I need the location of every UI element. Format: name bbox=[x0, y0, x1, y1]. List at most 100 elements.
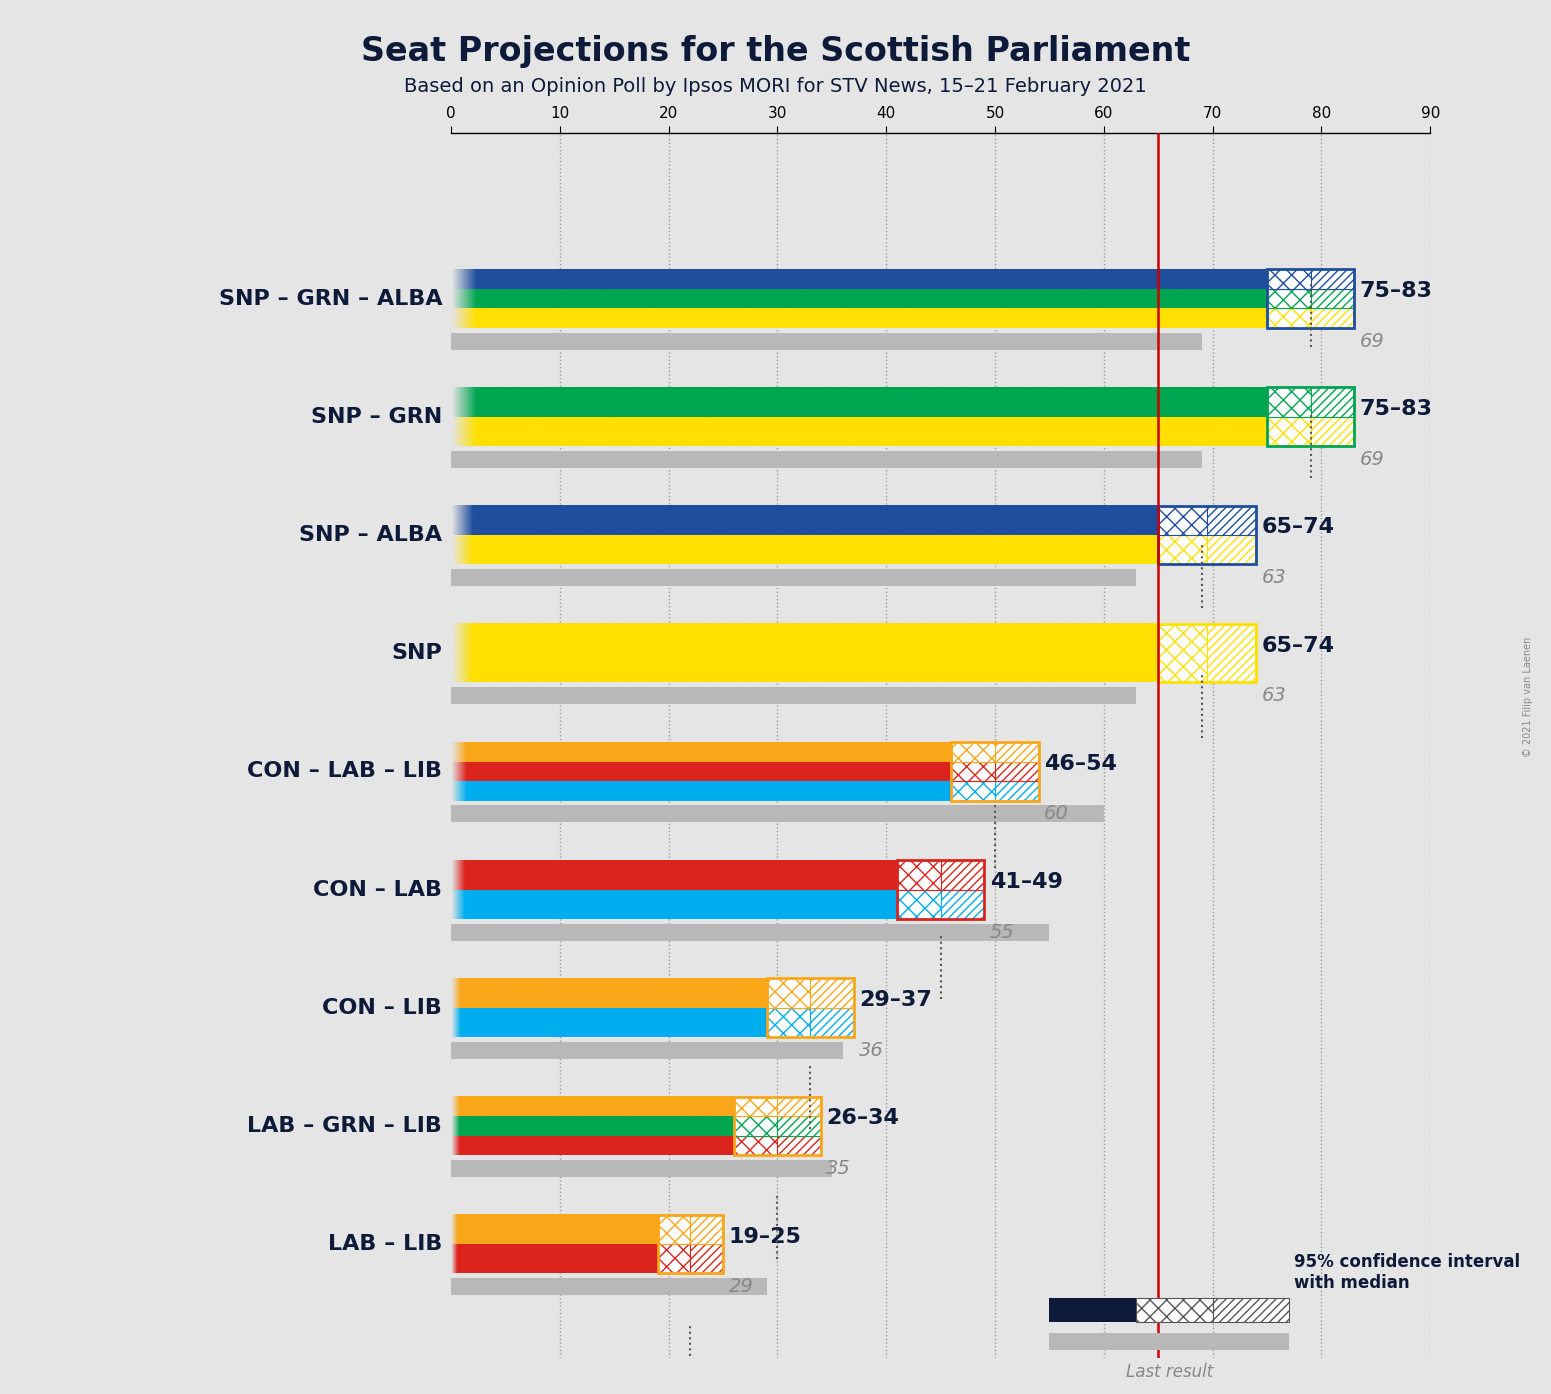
Bar bbox=[451, 569, 1137, 585]
Bar bbox=[658, 1214, 723, 1273]
Bar bbox=[1267, 269, 1354, 328]
Bar bbox=[1159, 625, 1256, 683]
Bar bbox=[1159, 535, 1207, 565]
Bar bbox=[896, 889, 940, 919]
Text: 19–25: 19–25 bbox=[729, 1227, 802, 1246]
Bar bbox=[1159, 625, 1256, 683]
Bar bbox=[658, 1214, 723, 1273]
Bar bbox=[1050, 1333, 1289, 1349]
Bar bbox=[451, 333, 1202, 350]
Bar bbox=[1311, 388, 1354, 417]
Bar bbox=[1267, 308, 1311, 328]
Text: 69: 69 bbox=[1360, 450, 1385, 468]
Text: 65–74: 65–74 bbox=[1261, 517, 1334, 538]
Bar bbox=[734, 1097, 777, 1117]
Text: 55: 55 bbox=[990, 923, 1014, 941]
Bar bbox=[1137, 1298, 1213, 1322]
Text: SNP – ALBA: SNP – ALBA bbox=[299, 526, 442, 545]
Bar bbox=[1207, 625, 1256, 683]
Text: 26–34: 26–34 bbox=[827, 1108, 900, 1128]
Bar bbox=[940, 889, 985, 919]
Bar bbox=[1267, 417, 1311, 446]
Bar bbox=[766, 979, 853, 1037]
Bar bbox=[1267, 388, 1354, 446]
Text: © 2021 Filip van Laenen: © 2021 Filip van Laenen bbox=[1523, 637, 1532, 757]
Text: SNP – GRN – ALBA: SNP – GRN – ALBA bbox=[219, 289, 442, 308]
Bar bbox=[658, 1214, 690, 1243]
Bar bbox=[1267, 269, 1311, 289]
Text: 60: 60 bbox=[1044, 804, 1069, 824]
Bar bbox=[451, 1160, 831, 1177]
Text: 35: 35 bbox=[827, 1158, 851, 1178]
Bar bbox=[777, 1097, 820, 1117]
Text: Seat Projections for the Scottish Parliament: Seat Projections for the Scottish Parlia… bbox=[361, 35, 1190, 68]
Text: Last result: Last result bbox=[1126, 1363, 1213, 1380]
Bar bbox=[1159, 506, 1207, 535]
Text: 29: 29 bbox=[729, 1277, 754, 1296]
Bar bbox=[1311, 417, 1354, 446]
Bar bbox=[1311, 289, 1354, 308]
Bar bbox=[777, 1117, 820, 1136]
Bar bbox=[1311, 269, 1354, 289]
Bar bbox=[996, 742, 1039, 761]
Text: SNP – GRN: SNP – GRN bbox=[312, 407, 442, 427]
Text: 75–83: 75–83 bbox=[1360, 399, 1433, 420]
Bar bbox=[1050, 1298, 1137, 1322]
Bar bbox=[1159, 506, 1256, 565]
Text: LAB – LIB: LAB – LIB bbox=[327, 1234, 442, 1255]
Bar bbox=[777, 1136, 820, 1156]
Bar bbox=[996, 761, 1039, 781]
Text: LAB – GRN – LIB: LAB – GRN – LIB bbox=[247, 1117, 442, 1136]
Text: 63: 63 bbox=[1261, 567, 1286, 587]
Bar bbox=[1213, 1298, 1289, 1322]
Bar bbox=[658, 1243, 690, 1273]
Bar bbox=[951, 742, 996, 761]
Bar bbox=[451, 687, 1137, 704]
Bar bbox=[451, 924, 1050, 941]
Text: 69: 69 bbox=[1360, 332, 1385, 351]
Bar bbox=[451, 1278, 766, 1295]
Bar bbox=[1207, 535, 1256, 565]
Text: CON – LIB: CON – LIB bbox=[323, 998, 442, 1018]
Bar bbox=[896, 860, 940, 889]
Bar bbox=[940, 860, 985, 889]
Text: 95% confidence interval
with median: 95% confidence interval with median bbox=[1294, 1253, 1520, 1292]
Text: SNP: SNP bbox=[391, 643, 442, 664]
Text: 63: 63 bbox=[1261, 686, 1286, 705]
Text: 65–74: 65–74 bbox=[1261, 636, 1334, 655]
Bar bbox=[951, 742, 1039, 800]
Text: 46–54: 46–54 bbox=[1044, 754, 1117, 774]
Text: CON – LAB: CON – LAB bbox=[313, 880, 442, 899]
Bar bbox=[451, 450, 1202, 468]
Bar bbox=[734, 1117, 777, 1136]
Text: CON – LAB – LIB: CON – LAB – LIB bbox=[247, 761, 442, 782]
Bar bbox=[1207, 506, 1256, 535]
Bar bbox=[766, 979, 810, 1008]
Bar bbox=[951, 742, 1039, 800]
Text: 36: 36 bbox=[859, 1041, 884, 1059]
Bar bbox=[1267, 289, 1311, 308]
Text: 75–83: 75–83 bbox=[1360, 282, 1433, 301]
Text: 29–37: 29–37 bbox=[859, 990, 932, 1011]
Bar bbox=[1267, 388, 1354, 446]
Bar bbox=[690, 1214, 723, 1243]
Bar bbox=[1159, 506, 1256, 565]
Bar bbox=[1267, 269, 1354, 328]
Bar bbox=[810, 979, 853, 1008]
Bar bbox=[734, 1136, 777, 1156]
Bar bbox=[451, 1041, 842, 1059]
Bar bbox=[734, 1097, 820, 1156]
Bar bbox=[1159, 625, 1207, 683]
Text: 41–49: 41–49 bbox=[990, 873, 1062, 892]
Bar bbox=[690, 1243, 723, 1273]
Bar bbox=[734, 1097, 820, 1156]
Bar bbox=[766, 1008, 810, 1037]
Bar bbox=[896, 860, 985, 919]
Bar bbox=[896, 860, 985, 919]
Text: Based on an Opinion Poll by Ipsos MORI for STV News, 15–21 February 2021: Based on an Opinion Poll by Ipsos MORI f… bbox=[405, 77, 1146, 96]
Bar bbox=[951, 781, 996, 800]
Bar bbox=[996, 781, 1039, 800]
Bar bbox=[1267, 388, 1311, 417]
Bar bbox=[951, 761, 996, 781]
Bar bbox=[810, 1008, 853, 1037]
